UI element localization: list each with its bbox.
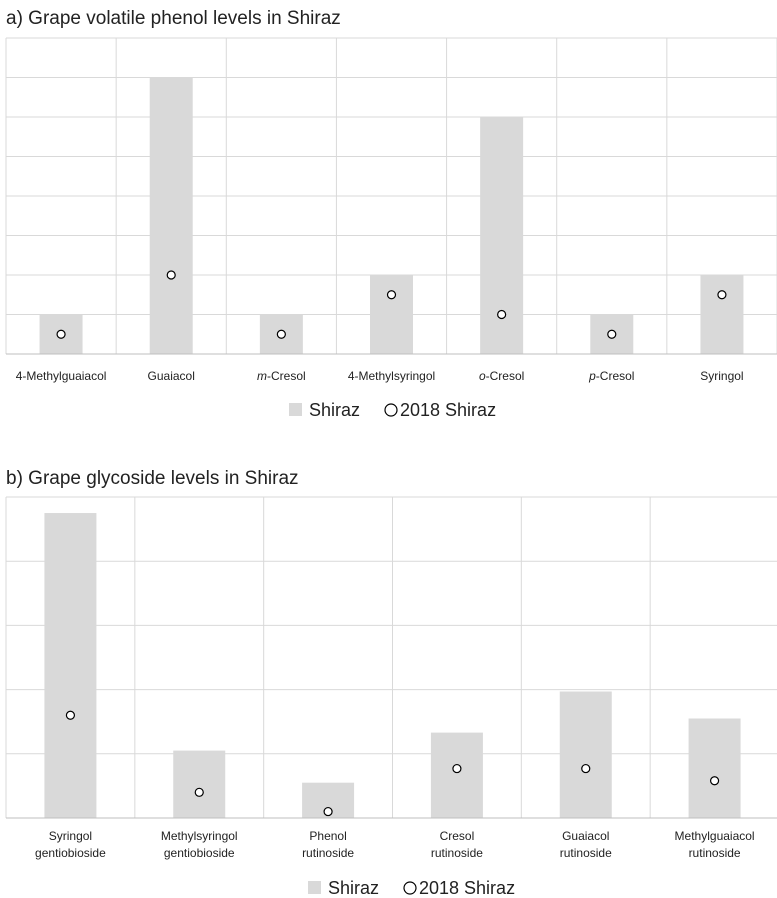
chart-a-bar: [370, 275, 413, 354]
chart-a-legend-swatch-bar: [289, 403, 302, 416]
chart-a-legend-label: Shiraz: [309, 400, 360, 420]
chart-b-legend-label: Shiraz: [328, 878, 379, 898]
chart-b-bar: [559, 691, 612, 818]
chart-a-point: [56, 329, 66, 339]
chart-b-tick-label: gentiobioside: [164, 846, 235, 860]
chart-b-bar: [430, 732, 483, 818]
chart-a-point: [276, 329, 286, 339]
chart-b-tick-label: Phenol: [309, 829, 346, 843]
chart-b-tick-label: rutinoside: [560, 846, 612, 860]
chart-b-point: [452, 763, 462, 774]
chart-b-point: [709, 776, 720, 786]
chart-a-tick-label: o-Cresol: [479, 369, 524, 383]
chart-b-tick-label: Syringol: [49, 829, 92, 843]
chart-b-tick-label: Methylguaiacol: [675, 829, 755, 843]
chart-a-point: [497, 309, 507, 320]
chart-a-tick-label: Guaiacol: [148, 369, 195, 383]
chart-a-bar: [700, 275, 744, 354]
chart-a-tick-label: m-Cresol: [257, 369, 306, 383]
chart-b-legend-swatch-bar: [308, 881, 321, 894]
chart-b-tick-label: rutinoside: [431, 846, 483, 860]
chart-a-tick-label: p-Cresol: [588, 369, 634, 383]
chart-a-tick-label: 4-Methylsyringol: [348, 369, 435, 383]
chart-a-point: [386, 290, 397, 300]
chart-b-tick-label: Cresol: [440, 829, 475, 843]
chart-a-title: a) Grape volatile phenol levels in Shira…: [6, 8, 341, 29]
chart-b-point: [65, 710, 76, 720]
chart-b-point: [323, 806, 333, 817]
chart-b-bar: [44, 513, 97, 818]
chart-b-tick-label: Guaiacol: [562, 829, 609, 843]
chart-a-point: [717, 290, 727, 300]
chart-a-point: [607, 329, 617, 339]
chart-b-bar: [688, 718, 741, 818]
chart-b-point: [194, 787, 204, 797]
chart-b-tick-label: rutinoside: [302, 846, 354, 860]
chart-a: 4-Methylguaiacol Guaiacol m-Cresol 4-Methyl…: [5, 37, 777, 420]
chart-a-bar: [149, 77, 193, 354]
chart-b-point: [581, 763, 591, 774]
chart-a-legend-label: 2018 Shiraz: [400, 400, 496, 420]
chart-b-tick-label: Methylsyringol: [161, 829, 238, 843]
chart-a-tick-label: Syringol: [700, 369, 743, 383]
chart-b-legend-label: 2018 Shiraz: [419, 878, 515, 898]
chart-a-tick-label: 4-Methylguaiacol: [16, 369, 107, 383]
chart-b-bar: [173, 750, 226, 818]
chart-a-point: [166, 270, 176, 280]
chart-b-legend-swatch-marker: [403, 881, 417, 895]
chart-b-title: b) Grape glycoside levels in Shiraz: [6, 468, 299, 489]
chart-b-tick-label: rutinoside: [689, 846, 741, 860]
chart-b-tick-label: gentiobioside: [35, 846, 106, 860]
chart-a-legend-swatch-marker: [384, 403, 398, 417]
